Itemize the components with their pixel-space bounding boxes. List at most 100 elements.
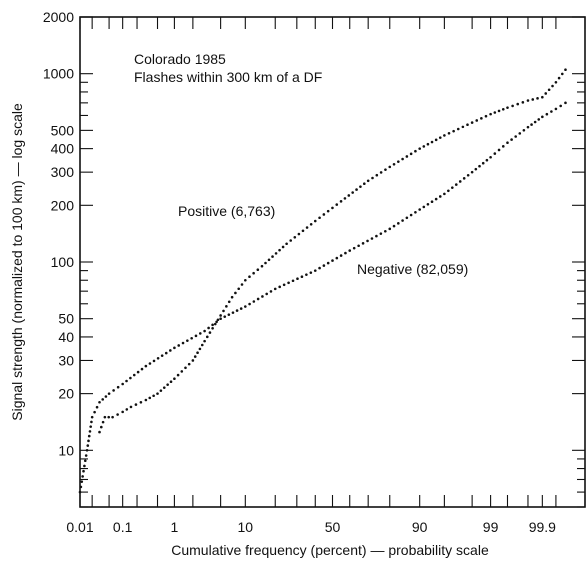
data-point [211,323,214,327]
y-tick-label: 100 [51,254,75,270]
data-point [339,254,343,257]
data-point [506,141,509,145]
data-point [489,155,492,159]
data-point [230,295,234,299]
data-point [227,300,231,304]
data-point [475,119,479,122]
data-point [107,392,111,395]
data-point [193,355,197,358]
data-point [443,192,446,196]
data-point [85,449,89,452]
data-point [322,213,326,216]
data-point [313,269,317,272]
y-tick-label: 500 [51,122,75,138]
data-point [347,194,351,197]
y-tick-label: 20 [58,386,74,402]
data-point [434,197,438,201]
data-point [208,331,212,334]
data-point [82,469,85,473]
data-point [173,346,176,350]
series-label-negative: Negative (82,059) [357,261,468,277]
data-point [200,343,204,347]
data-point [430,200,434,203]
data-point [79,485,83,489]
data-point [234,291,237,295]
data-point [240,283,244,286]
data-point [219,314,222,317]
data-point [388,227,392,231]
data-point [366,239,369,243]
annotation-line-2: Flashes within 300 km of a DF [134,69,322,85]
data-point [521,101,525,104]
data-point [213,322,217,326]
x-tick-label: 10 [238,519,254,535]
data-point [301,229,305,233]
data-point [244,278,247,282]
data-point [501,107,505,111]
data-point [256,268,260,272]
data-point [152,394,155,398]
data-point [278,248,281,252]
data-point [443,134,446,137]
data-point [554,81,558,84]
data-point [559,104,562,108]
data-point [305,226,309,229]
data-point [458,180,462,183]
data-point [470,170,474,174]
data-point [81,475,84,478]
data-point [526,125,530,129]
data-point [335,256,339,260]
data-point [101,398,105,401]
data-point [511,104,514,108]
x-tick-label: 1 [171,519,179,535]
y-tick-label: 10 [58,442,74,458]
data-point [152,359,156,363]
y-tick-label: 30 [58,352,74,368]
data-point [144,398,148,402]
data-point [462,177,466,180]
data-point [551,84,554,88]
data-point [447,189,450,193]
data-point [93,410,96,414]
data-point [180,370,184,373]
data-point [414,149,417,153]
data-point [401,157,404,161]
data-point [162,386,166,389]
data-point [484,114,488,118]
data-point [121,382,124,386]
data-point [454,183,458,186]
data-point [300,275,304,278]
data-point [187,362,191,366]
series-label-positive: Positive (6,763) [178,203,275,219]
y-tick-label: 2000 [43,9,74,25]
data-point [493,152,497,155]
data-point [409,152,413,156]
data-point [203,339,206,343]
data-point [101,420,105,424]
x-axis: 0.01 0.1 1 10 50 90 99 99.9 [66,17,586,535]
data-point [121,410,124,414]
data-point [285,242,288,246]
data-point [516,102,520,106]
data-point [196,351,199,355]
data-point [531,98,535,101]
data-point [344,251,347,255]
data-point [466,123,469,127]
data-point [297,232,301,236]
data-point [438,195,442,198]
data-point [384,168,387,171]
data-point [136,370,140,374]
data-point [125,379,128,383]
data-point [194,334,198,338]
data-point [156,392,159,395]
data-point [522,128,526,132]
data-point [357,244,360,248]
data-point [366,179,370,183]
data-point [331,206,334,210]
data-point [116,413,119,416]
data-point [144,364,148,368]
data-point [397,222,400,225]
data-point [530,123,533,126]
series-negative [78,101,567,494]
data-point [331,259,334,262]
